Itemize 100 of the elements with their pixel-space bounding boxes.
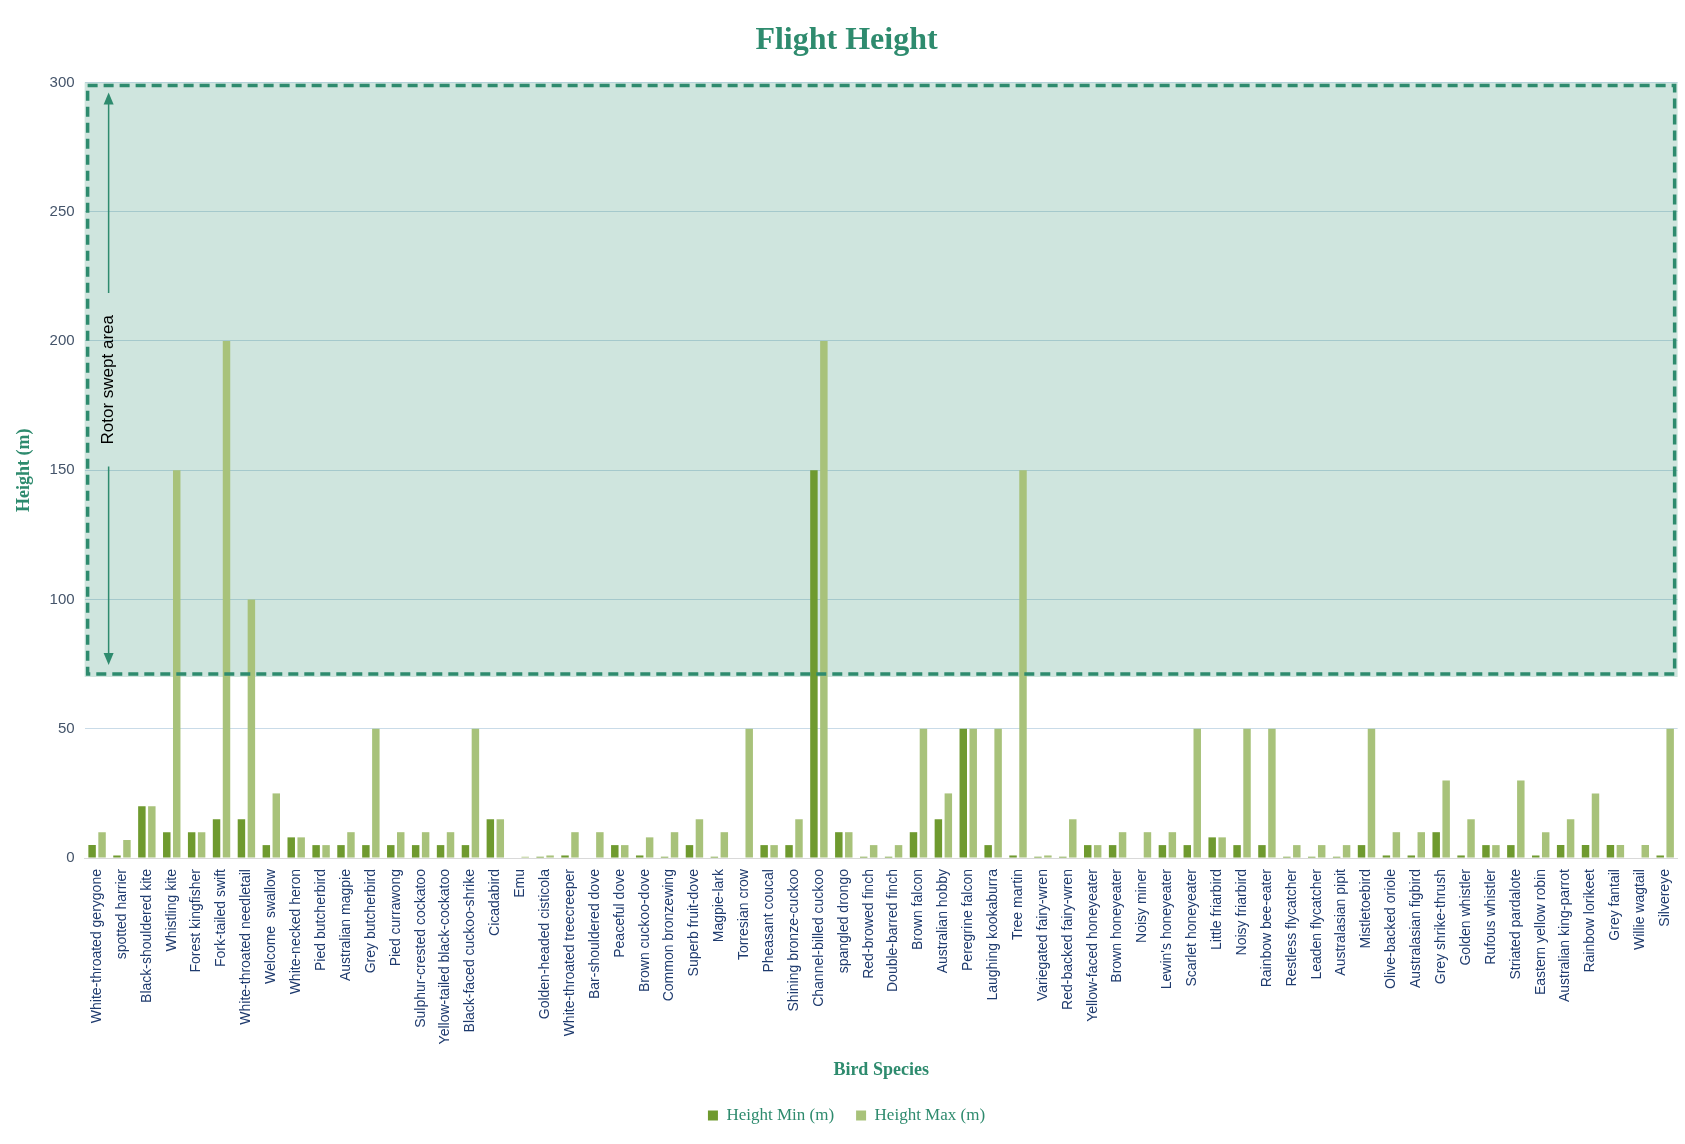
x-tick-label: Emu <box>511 869 528 898</box>
x-tick-label: Noisy friarbird <box>1232 869 1249 956</box>
x-tick-label: Willie wagtail <box>1631 869 1648 950</box>
bar <box>611 845 619 858</box>
bar <box>212 819 221 858</box>
bar <box>98 832 106 858</box>
bar <box>1143 832 1152 858</box>
bar <box>635 855 644 858</box>
bar <box>1268 728 1276 858</box>
bar <box>1357 845 1366 858</box>
x-tick-label: Noisy miner <box>1133 868 1150 943</box>
x-tick-label: Peaceful dove <box>610 868 627 958</box>
bar <box>1482 845 1490 858</box>
bar <box>894 845 903 858</box>
x-tick-label: Brown honeyeater <box>1108 868 1125 983</box>
bar <box>387 845 395 858</box>
bar <box>461 845 470 858</box>
bar <box>820 340 828 858</box>
x-tick-label: Little friarbird <box>1208 869 1225 950</box>
bar <box>421 832 430 858</box>
bar <box>1591 793 1600 858</box>
x-tick-label: Restless flycatcher <box>1282 868 1299 987</box>
bar <box>944 793 953 858</box>
x-tick-label: Grey shrike-thrush <box>1432 869 1449 985</box>
bar <box>695 819 704 858</box>
bar <box>869 845 878 858</box>
x-axis-title: Bird Species <box>833 1058 929 1079</box>
bar <box>561 855 569 858</box>
bar <box>446 832 455 858</box>
y-tick-label: 150 <box>49 460 75 478</box>
x-tick-label: Rainbow lorikeet <box>1581 868 1598 973</box>
legend-label: Height Max (m) <box>874 1104 986 1124</box>
bar <box>222 340 231 858</box>
bar <box>810 470 818 858</box>
y-tick-label: 300 <box>49 72 75 90</box>
x-tick-label: Sulphur-crested cockatoo <box>411 868 428 1028</box>
bar <box>1442 780 1450 858</box>
bar <box>1566 819 1575 858</box>
bar <box>1432 832 1440 858</box>
bar <box>1641 845 1650 858</box>
bar <box>1208 837 1216 858</box>
bar <box>1118 832 1127 858</box>
bar <box>1392 832 1401 858</box>
bar <box>959 728 967 858</box>
bar <box>909 832 918 858</box>
bar <box>685 845 694 858</box>
x-tick-label: White-throated needletail <box>237 869 254 1025</box>
bar <box>262 845 271 858</box>
bar <box>411 845 420 858</box>
bar <box>1581 845 1590 858</box>
x-tick-label: Leaden flycatcher <box>1307 868 1324 980</box>
x-tick-label: Bar-shouldered dove <box>585 868 602 1000</box>
bar <box>1158 845 1167 858</box>
y-axis-title: Height (m) <box>13 428 35 512</box>
bar <box>770 845 778 858</box>
bar <box>546 855 554 858</box>
bar <box>397 832 405 858</box>
x-tick-label: Fork-tailed swift <box>212 868 229 968</box>
x-tick-label: White-throated treecreeper <box>560 868 577 1037</box>
x-tick-label: Forest kingfisher <box>187 868 204 973</box>
x-tick-label: Channel-billed cuckoo <box>809 868 826 1007</box>
bar <box>1556 845 1565 858</box>
bar <box>138 806 146 858</box>
bar <box>272 793 281 858</box>
bar <box>1367 728 1376 858</box>
bar <box>1492 845 1500 858</box>
bar <box>994 728 1002 858</box>
x-tick-label: Whistling kite <box>162 868 179 952</box>
bar <box>1317 845 1326 858</box>
bar <box>172 470 181 858</box>
x-tick-label: Rainbow bee-eater <box>1257 868 1274 988</box>
x-tick-label: Laughing kookaburra <box>984 868 1000 1001</box>
bar <box>1407 855 1416 858</box>
y-tick-label: 50 <box>57 718 75 736</box>
bar <box>337 845 345 858</box>
x-tick-label: Black-faced cuckoo-shrike <box>461 868 478 1033</box>
bar <box>496 819 505 858</box>
bar <box>1019 470 1027 858</box>
bar <box>1532 855 1540 858</box>
bar <box>436 845 445 858</box>
x-tick-label: White-throated gerygone <box>87 868 104 1024</box>
bar <box>237 819 246 858</box>
bar <box>1417 832 1425 858</box>
bar <box>372 728 380 858</box>
bar <box>1517 780 1525 858</box>
bar <box>934 819 943 858</box>
bar <box>1193 728 1201 858</box>
bar <box>1293 845 1301 858</box>
band-label: Rotor swept area <box>98 314 118 445</box>
x-tick-label: spotted harrier <box>112 868 129 960</box>
bar <box>984 845 992 858</box>
x-tick-label: Australian magpie <box>336 868 353 982</box>
bar <box>845 832 853 858</box>
bar <box>297 837 305 858</box>
x-tick-label: Cicadabird <box>486 869 503 936</box>
x-tick-label: Pied currawong <box>386 869 403 967</box>
x-tick-label: Superb fruit-dove <box>685 868 702 977</box>
x-tick-label: White-necked heron <box>287 869 304 995</box>
bar <box>187 832 196 858</box>
bar <box>347 832 355 858</box>
